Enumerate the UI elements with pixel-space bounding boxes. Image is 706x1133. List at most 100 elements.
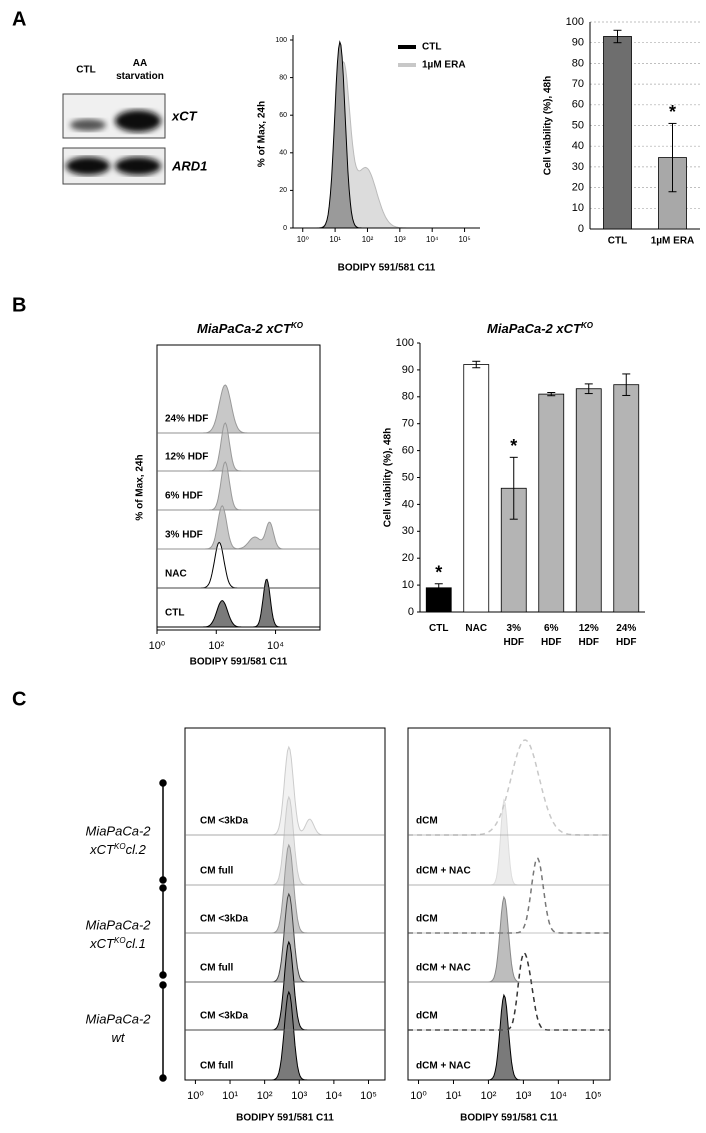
title-text: MiaPaCa-2 xCT bbox=[487, 321, 582, 336]
error-bar bbox=[613, 29, 622, 44]
blot-lane-label: AA starvation bbox=[116, 58, 164, 82]
y-tick-label: 90 bbox=[402, 364, 414, 376]
error-bar bbox=[509, 456, 518, 520]
title-superscript: KO bbox=[291, 321, 304, 330]
x-axis-title: BODIPY 591/581 C11 bbox=[190, 657, 288, 668]
x-axis-title: BODIPY 591/581 C11 bbox=[236, 1113, 334, 1124]
group-clone: wt bbox=[112, 1030, 126, 1045]
legend-label: 1µM ERA bbox=[422, 60, 466, 71]
y-tick-label: 20 bbox=[572, 182, 584, 194]
y-axis-title: % of Max, 24h bbox=[135, 454, 146, 520]
chart-title: MiaPaCa-2 xCTKO bbox=[487, 321, 594, 337]
x-tick-label: CTL bbox=[429, 623, 448, 634]
x-tick-label: CTL bbox=[608, 236, 627, 247]
x-tick-label: 3% HDF bbox=[503, 623, 524, 648]
x-tick-label: 10⁰ bbox=[187, 1090, 204, 1102]
blot-band-label: ARD1 bbox=[171, 158, 207, 173]
error-bar bbox=[622, 373, 631, 396]
lane-label: 12% HDF bbox=[165, 452, 208, 463]
lane-label: 6% HDF bbox=[165, 491, 203, 502]
y-tick-label: 0 bbox=[408, 606, 414, 618]
blot-lane-label: CTL bbox=[76, 65, 95, 76]
y-tick-label: 30 bbox=[402, 525, 414, 537]
group-name: MiaPaCa-2 bbox=[85, 917, 151, 932]
x-tick-label: 24% HDF bbox=[616, 623, 637, 648]
lane-label: dCM + NAC bbox=[416, 866, 471, 877]
y-tick-label: 30 bbox=[572, 161, 584, 173]
x-tick-label: 10⁵ bbox=[458, 235, 470, 244]
lane-label: 3% HDF bbox=[165, 530, 203, 541]
error-bar bbox=[472, 360, 481, 369]
histogram-curve bbox=[157, 461, 320, 511]
x-tick-label: 1µM ERA bbox=[651, 236, 695, 247]
y-tick-label: 40 bbox=[402, 498, 414, 510]
y-tick-label: 90 bbox=[572, 37, 584, 49]
lane-label: CM full bbox=[200, 963, 234, 974]
bar bbox=[613, 384, 640, 613]
group-gene: xCT bbox=[89, 842, 115, 857]
lane-label: CM full bbox=[200, 1061, 234, 1072]
y-tick-label: 60 bbox=[572, 99, 584, 111]
error-bar bbox=[434, 583, 443, 593]
x-tick-label: 10³ bbox=[394, 235, 406, 244]
histogram-curve bbox=[157, 384, 320, 434]
x-axis-title: BODIPY 591/581 C11 bbox=[338, 263, 436, 274]
y-tick-label: 0 bbox=[578, 223, 584, 235]
bar bbox=[603, 36, 632, 230]
group-detail: wt bbox=[112, 1030, 126, 1045]
y-tick-label: 70 bbox=[572, 78, 584, 90]
y-tick-label: 10 bbox=[402, 579, 414, 591]
group-clone: cl.2 bbox=[126, 842, 147, 857]
x-tick-label: 10⁴ bbox=[426, 235, 439, 244]
x-tick-label: 10⁴ bbox=[267, 640, 284, 652]
y-tick-label: 70 bbox=[402, 418, 414, 430]
lane-label: dCM bbox=[416, 1011, 438, 1022]
y-tick-label: 100 bbox=[275, 37, 287, 44]
lane-label: dCM + NAC bbox=[416, 1061, 471, 1072]
y-tick-label: 80 bbox=[402, 391, 414, 403]
group-brackets bbox=[159, 779, 167, 1082]
y-tick-label: 40 bbox=[572, 140, 584, 152]
x-tick-label: 10⁵ bbox=[585, 1090, 602, 1102]
significance-mark: * bbox=[435, 563, 442, 583]
bar bbox=[463, 364, 490, 613]
x-tick-label: 10³ bbox=[291, 1090, 307, 1102]
chart-title: MiaPaCa-2 xCTKO bbox=[197, 321, 304, 337]
y-axis-title: % of Max, 24h bbox=[257, 101, 268, 167]
lane-label: CM full bbox=[200, 866, 234, 877]
lane-label: dCM bbox=[416, 816, 438, 827]
y-tick-label: 20 bbox=[402, 552, 414, 564]
plot-frame bbox=[156, 344, 321, 631]
bar bbox=[575, 388, 602, 613]
histogram-curve bbox=[157, 578, 320, 628]
y-tick-label: 40 bbox=[279, 150, 287, 157]
lane-label: 24% HDF bbox=[165, 414, 208, 425]
x-tick-label: 10⁴ bbox=[550, 1090, 567, 1102]
y-tick-label: 100 bbox=[396, 337, 414, 349]
x-tick-label: 10¹ bbox=[329, 235, 341, 244]
lane-label: CM <3kDa bbox=[200, 914, 249, 925]
y-tick-label: 10 bbox=[572, 202, 584, 214]
lane-label: dCM bbox=[416, 914, 438, 925]
bar bbox=[538, 393, 565, 613]
blot-band bbox=[66, 157, 110, 175]
group-gene: xCT bbox=[89, 936, 115, 951]
lane-label: NAC bbox=[165, 569, 187, 580]
x-tick-label: 10³ bbox=[515, 1090, 531, 1102]
group-name: MiaPaCa-2 bbox=[85, 823, 151, 838]
lane-label: dCM + NAC bbox=[416, 963, 471, 974]
panel-label: C bbox=[12, 688, 26, 710]
x-tick-label: 10¹ bbox=[446, 1090, 462, 1102]
plot-frame bbox=[184, 727, 386, 1081]
x-tick-label: 10⁰ bbox=[297, 235, 309, 244]
group-superscript: KO bbox=[114, 936, 126, 945]
significance-mark: * bbox=[510, 436, 517, 456]
y-tick-label: 50 bbox=[572, 119, 584, 131]
y-axis-title: Cell viability (%), 48h bbox=[383, 428, 394, 527]
significance-mark: * bbox=[669, 102, 676, 122]
x-tick-label: 10² bbox=[257, 1090, 273, 1102]
blot-band bbox=[70, 119, 106, 131]
blot-band bbox=[115, 110, 161, 132]
